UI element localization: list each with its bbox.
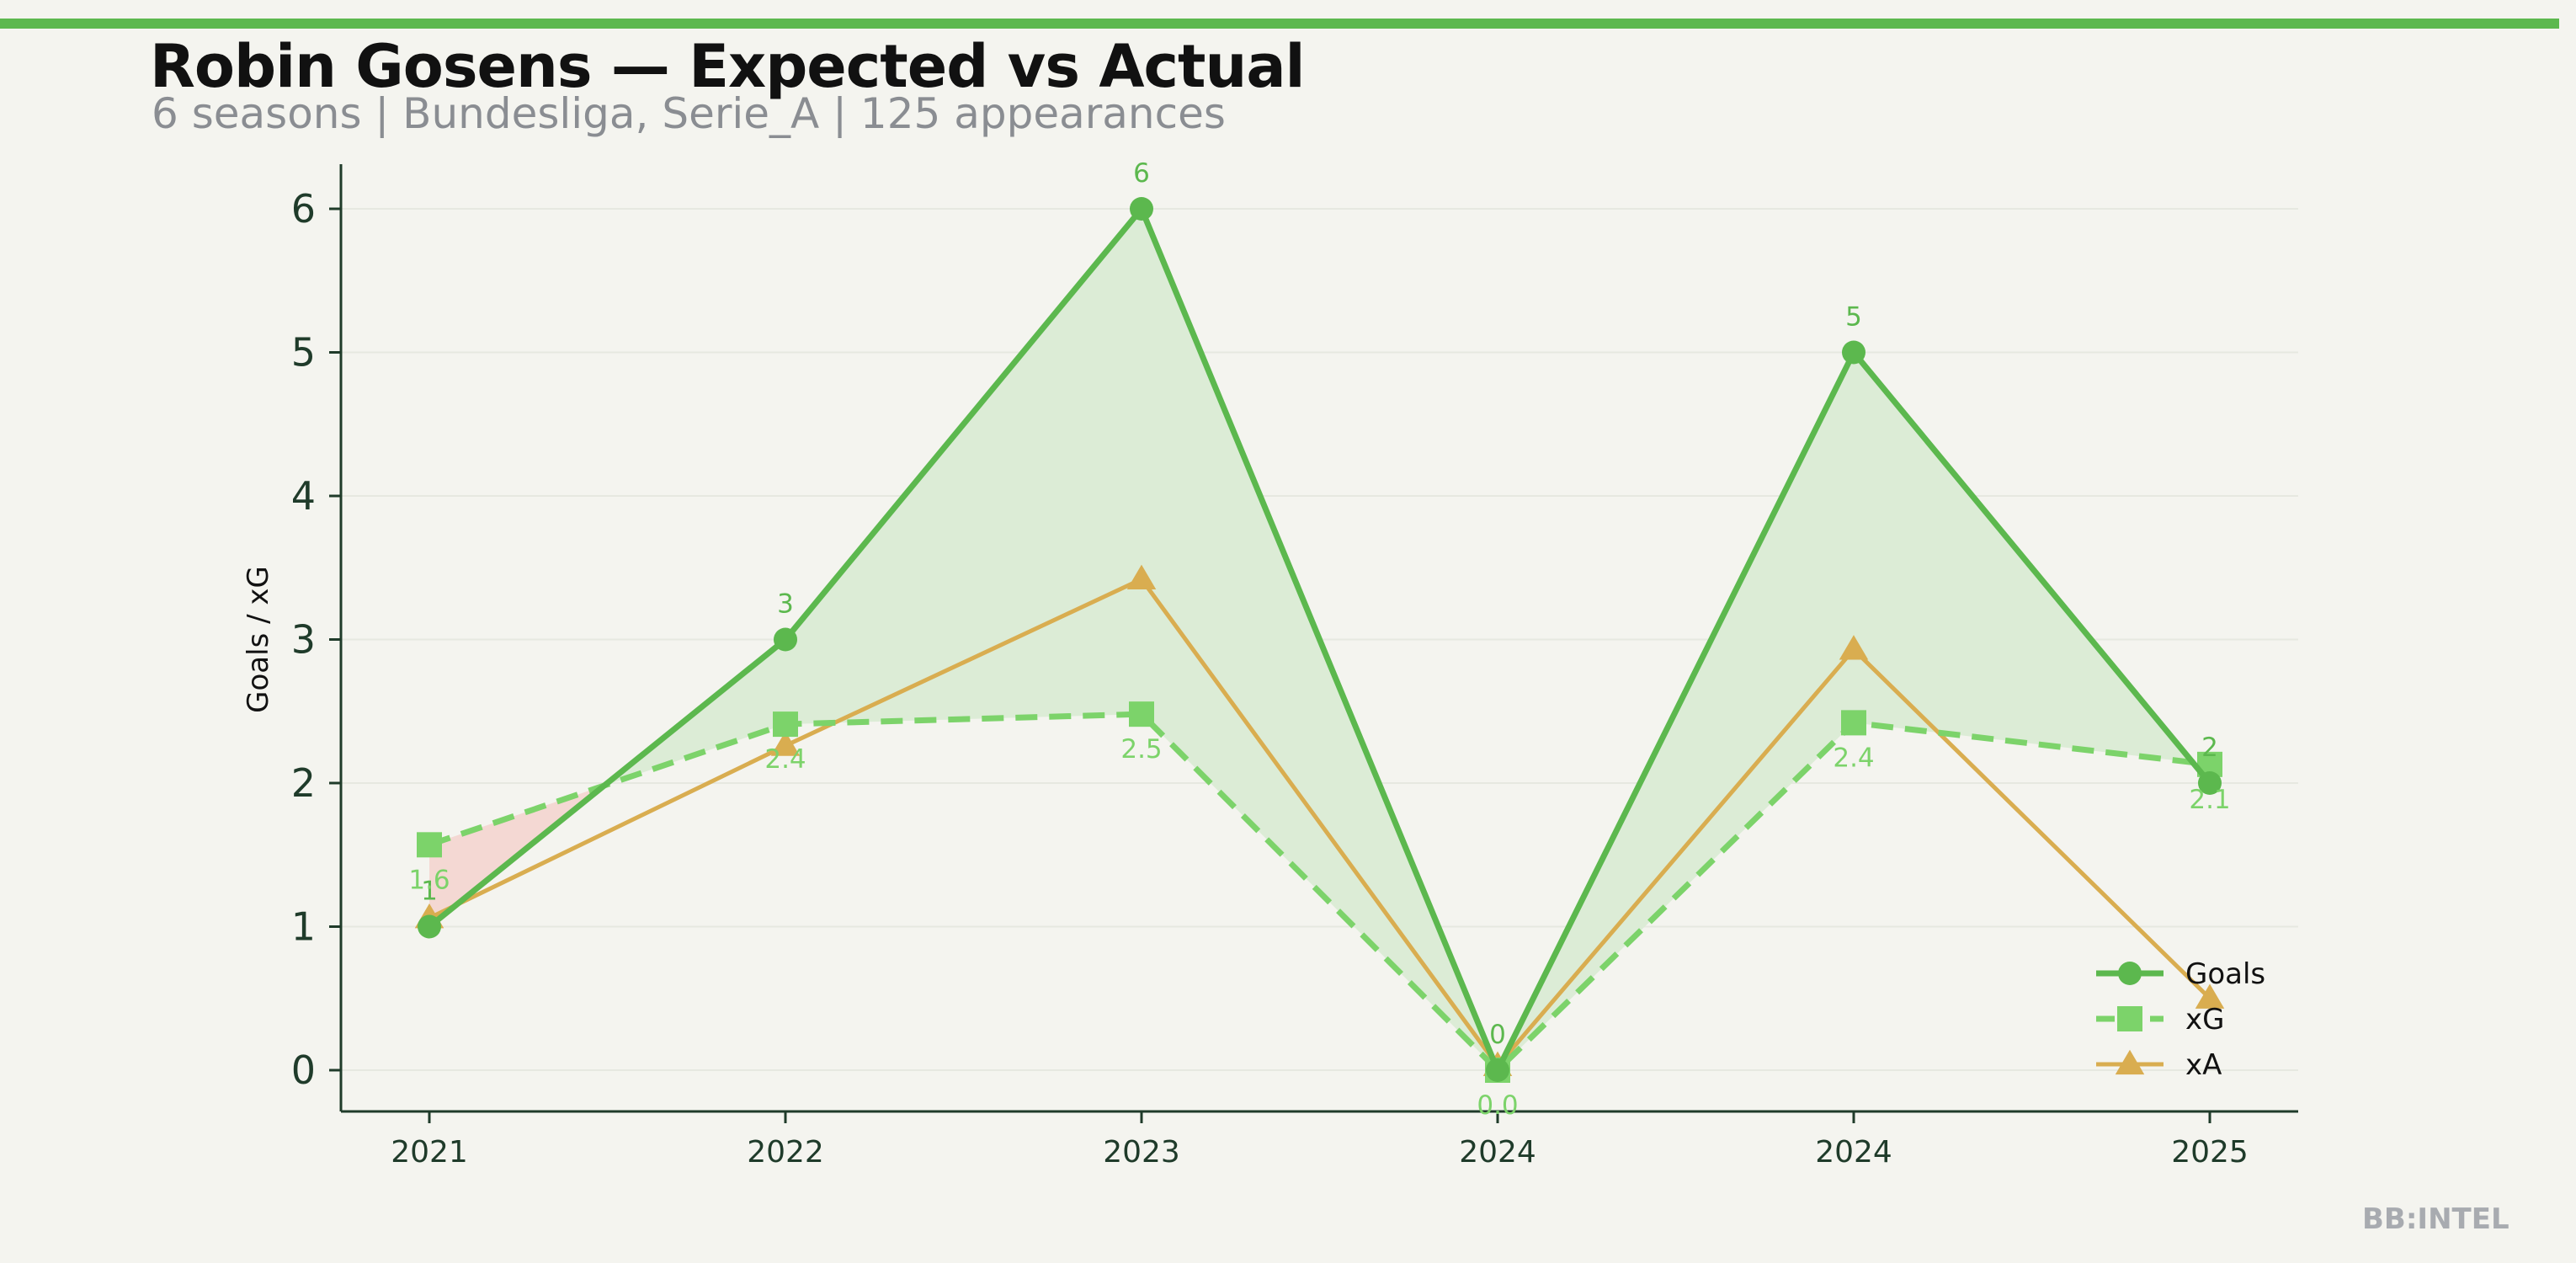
- y-tick-label: 5: [291, 330, 316, 376]
- legend-label-goals: Goals: [2185, 957, 2265, 991]
- x-tick-label: 2024: [1459, 1135, 1536, 1170]
- accent-bar: [0, 19, 2559, 29]
- legend-label-xg: xG: [2185, 1003, 2224, 1037]
- legend: Goals xG xA: [2096, 957, 2265, 1082]
- x-tick-label: 2025: [2171, 1135, 2249, 1170]
- series: [414, 197, 2225, 1083]
- data-label-goals: 3: [777, 589, 794, 620]
- y-tick-label: 2: [291, 760, 316, 806]
- x-tick-label: 2023: [1103, 1135, 1180, 1170]
- x-tick-label: 2022: [747, 1135, 824, 1170]
- x-tick-label: 2024: [1815, 1135, 1892, 1170]
- axes: 0 1 2 3 4 5 6 2021 2022 2023 2024 2024 2025 Goals / x…: [242, 164, 2298, 1170]
- point-goals: [774, 627, 797, 652]
- watermark: BB:INTEL: [2362, 1202, 2509, 1236]
- data-label-xg: 2.1: [2189, 785, 2230, 815]
- data-label-goals: 5: [1845, 302, 1862, 333]
- data-label-xg: 2.5: [1120, 734, 1162, 765]
- data-label-goals: 6: [1133, 158, 1150, 189]
- y-tick-label: 1: [291, 904, 316, 950]
- point-xa: [770, 731, 801, 756]
- point-xa: [1126, 564, 1157, 589]
- legend-marker-goals: [2118, 962, 2142, 985]
- point-xg: [1129, 701, 1154, 727]
- point-goals: [1486, 1058, 1509, 1082]
- chart-subtitle: 6 seasons | Bundesliga, Serie_A | 125 ap…: [152, 89, 1226, 138]
- data-label-xg: 0.0: [1477, 1090, 1518, 1121]
- legend-marker-xg: [2117, 1006, 2142, 1031]
- data-label-xg: 2.4: [1833, 743, 1874, 773]
- y-tick-label: 6: [291, 186, 316, 232]
- legend-label-xa: xA: [2185, 1048, 2222, 1082]
- fill-segment: [785, 209, 1142, 725]
- y-tick-label: 0: [291, 1047, 316, 1093]
- series-line-xa: [428, 577, 2211, 1068]
- x-tick-label: 2021: [391, 1135, 468, 1170]
- point-goals: [1842, 340, 1865, 365]
- point-xg: [417, 832, 442, 858]
- y-axis-label: Goals / xG: [242, 566, 275, 713]
- data-label-xg: 2.4: [764, 744, 806, 775]
- y-tick-label: 4: [291, 473, 316, 519]
- point-xa: [2195, 983, 2225, 1009]
- data-label-xg: 1.6: [408, 865, 450, 895]
- series-line-xg: [428, 711, 2211, 1074]
- point-goals: [2198, 771, 2222, 795]
- point-goals: [418, 914, 441, 939]
- data-label-goals: 0: [1489, 1020, 1506, 1050]
- data-labels: 1 3 6 0 5 2 1.6 2.4 2.5 0.0 2.4 2.1: [408, 158, 2230, 1121]
- series-line-goals: [427, 205, 2212, 1074]
- data-label-goals: 1: [421, 877, 438, 907]
- data-label-goals: 2: [2201, 733, 2218, 763]
- chart-title: Robin Gosens — Expected vs Actual: [150, 32, 1306, 101]
- point-xg: [773, 711, 798, 738]
- point-goals: [1130, 197, 1153, 221]
- y-tick-label: 3: [291, 617, 316, 663]
- point-xa: [1839, 635, 1869, 660]
- legend-marker-xa: [2115, 1049, 2145, 1075]
- point-xg: [1841, 710, 1866, 736]
